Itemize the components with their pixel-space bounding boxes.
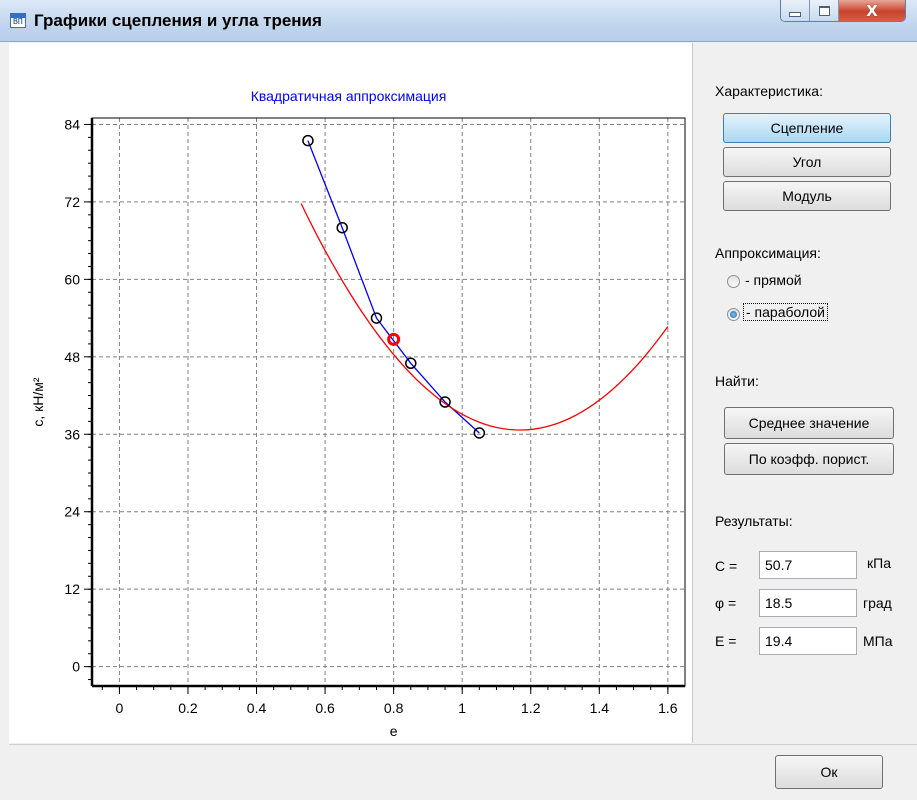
- ok-button[interactable]: Ок: [775, 755, 883, 789]
- radio-parabola-text: - параболой: [743, 303, 828, 321]
- modulus-result-field[interactable]: 19.4: [759, 627, 857, 655]
- caption-buttons: X: [780, 0, 906, 22]
- x-tick-label: 0.6: [315, 700, 335, 716]
- mean-value-button[interactable]: Среднее значение: [724, 407, 894, 439]
- x-tick-label: 0.4: [247, 700, 267, 716]
- angle-unit: град: [863, 595, 892, 611]
- radio-line-label[interactable]: - прямой: [745, 272, 802, 288]
- footer-panel: Ок: [9, 744, 917, 800]
- y-tick-label: 84: [64, 116, 80, 132]
- y-tick-label: 24: [64, 504, 80, 520]
- by-porosity-button[interactable]: По коэфф. порист.: [724, 443, 894, 475]
- data-point: [370, 312, 383, 324]
- app-icon: ВП: [10, 13, 26, 28]
- cohesion-result-field[interactable]: 50.7: [759, 551, 857, 579]
- modulus-button[interactable]: Модуль: [723, 181, 891, 211]
- characteristic-label: Характеристика:: [715, 83, 823, 99]
- minimize-button[interactable]: [781, 0, 810, 21]
- results-label: Результаты:: [715, 513, 793, 529]
- modulus-result-label: E =: [715, 633, 737, 649]
- y-tick-label: 12: [64, 581, 80, 597]
- title-bar[interactable]: ВП Графики сцепления и угла трения X: [0, 0, 917, 42]
- radio-parabola-label[interactable]: - параболой: [743, 303, 828, 321]
- x-tick-label: 0.8: [384, 700, 404, 716]
- angle-button[interactable]: Угол: [723, 147, 891, 177]
- data-point: [302, 134, 314, 147]
- y-tick-label: 60: [64, 271, 80, 287]
- angle-result-field[interactable]: 18.5: [759, 589, 857, 617]
- chart: Квадратичная аппроксимация 0 0.2 0.4 0.6 0.8 1…: [30, 88, 686, 739]
- cohesion-button[interactable]: Сцепление: [723, 113, 891, 143]
- angle-result-label: φ =: [715, 595, 737, 611]
- data-point: [336, 221, 348, 234]
- highlight-point: [387, 332, 401, 346]
- maximize-icon: [818, 5, 830, 16]
- chart-title: Квадратичная аппроксимация: [251, 88, 447, 104]
- data-point: [439, 396, 451, 408]
- data-point: [473, 427, 486, 439]
- y-tick-label: 48: [64, 349, 80, 365]
- minimize-icon: [789, 12, 801, 17]
- y-tick-label: 72: [64, 194, 80, 210]
- window-title: Графики сцепления и угла трения: [34, 11, 322, 30]
- close-icon: X: [866, 1, 878, 20]
- find-label: Найти:: [715, 373, 759, 389]
- close-button[interactable]: X: [839, 0, 905, 21]
- fit-curve: [300, 203, 669, 431]
- x-axis-label: e: [390, 723, 398, 739]
- modulus-unit: МПа: [863, 633, 893, 649]
- x-tick-label: 1.4: [590, 700, 610, 716]
- data-point: [405, 357, 417, 370]
- x-tick-label: 1.6: [658, 700, 678, 716]
- cohesion-result-label: C =: [715, 558, 738, 574]
- x-tick-label: 1.2: [521, 700, 541, 716]
- cohesion-unit: кПа: [867, 555, 891, 571]
- maximize-button[interactable]: [810, 0, 839, 21]
- y-tick-label: 0: [72, 659, 80, 675]
- x-tick-label: 1: [458, 700, 466, 716]
- y-tick-label: 36: [64, 426, 80, 442]
- x-tick-label: 0: [116, 700, 124, 716]
- radio-parabola[interactable]: [727, 308, 740, 321]
- y-axis-label: с, кН/м²: [30, 377, 46, 427]
- approximation-label: Аппроксимация:: [715, 245, 821, 261]
- radio-line[interactable]: [727, 275, 740, 288]
- chart-panel: Квадратичная аппроксимация 0 0.2 0.4 0.6 0.8 1…: [9, 43, 693, 743]
- x-tick-label: 0.2: [178, 700, 198, 716]
- app-icon-glyph: ВП: [13, 17, 23, 26]
- controls-panel: Характеристика: Сцепление Угол Модуль Ап…: [693, 43, 917, 743]
